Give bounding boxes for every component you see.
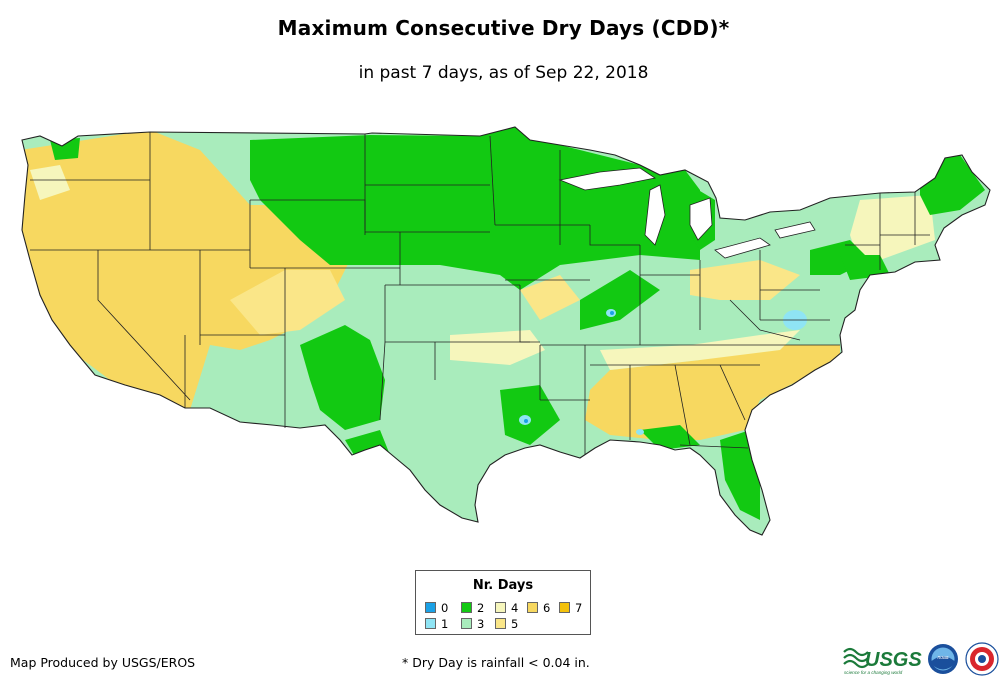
- map-subtitle: in past 7 days, as of Sep 22, 2018: [358, 63, 649, 83]
- noaa-logo-text: noaa: [937, 655, 948, 661]
- legend-label-5: 5: [511, 617, 519, 631]
- dry-days-5-region: [230, 260, 800, 335]
- legend-item-0: 0: [425, 602, 448, 614]
- legend-item-5: 5: [495, 618, 518, 630]
- legend-item-6: 6: [527, 602, 550, 614]
- agency-logos: USGS science for a changing world noaa: [843, 642, 999, 676]
- legend-item-4: 4: [495, 602, 518, 614]
- noaa-logo: noaa: [928, 644, 958, 674]
- legend-label-7: 7: [575, 601, 583, 615]
- dry-days-6-region: [22, 130, 840, 440]
- great-lakes: [558, 167, 816, 259]
- legend-swatch-7: [559, 602, 570, 613]
- legend-title: Nr. Days: [472, 578, 534, 593]
- legend-item-7: 7: [559, 602, 582, 614]
- legend-label-3: 3: [477, 617, 485, 631]
- legend-item-2: 2: [461, 602, 484, 614]
- legend-label-0: 0: [441, 601, 449, 615]
- legend-label-2: 2: [477, 601, 485, 615]
- usgs-tagline: science for a changing world: [844, 670, 903, 675]
- legend-swatch-5: [495, 618, 506, 629]
- dry-days-0-region: [524, 311, 614, 423]
- nws-logo: [965, 642, 999, 676]
- legend-item-3: 3: [461, 618, 484, 630]
- usgs-logo-text: USGS: [865, 649, 922, 671]
- usgs-logo: USGS science for a changing world: [843, 647, 922, 675]
- legend-label-1: 1: [441, 617, 449, 631]
- legend-swatch-6: [527, 602, 538, 613]
- legend-swatch-3: [461, 618, 472, 629]
- legend-swatch-4: [495, 602, 506, 613]
- legend-item-1: 1: [425, 618, 448, 630]
- legend-swatch-0: [425, 602, 436, 613]
- legend: Nr. Days 0 1 2 3 4 5 6 7: [415, 570, 591, 635]
- state-borders: [21, 126, 991, 536]
- dry-days-4-region: [30, 165, 935, 370]
- legend-swatch-1: [425, 618, 436, 629]
- usgs-wave-icon: [843, 647, 869, 669]
- dry-day-footnote: * Dry Day is rainfall < 0.04 in.: [402, 655, 590, 670]
- legend-swatch-2: [461, 602, 472, 613]
- legend-label-4: 4: [511, 601, 519, 615]
- map-title: Maximum Consecutive Dry Days (CDD)*: [277, 16, 730, 40]
- legend-label-6: 6: [543, 601, 551, 615]
- map-credit: Map Produced by USGS/EROS: [10, 655, 196, 670]
